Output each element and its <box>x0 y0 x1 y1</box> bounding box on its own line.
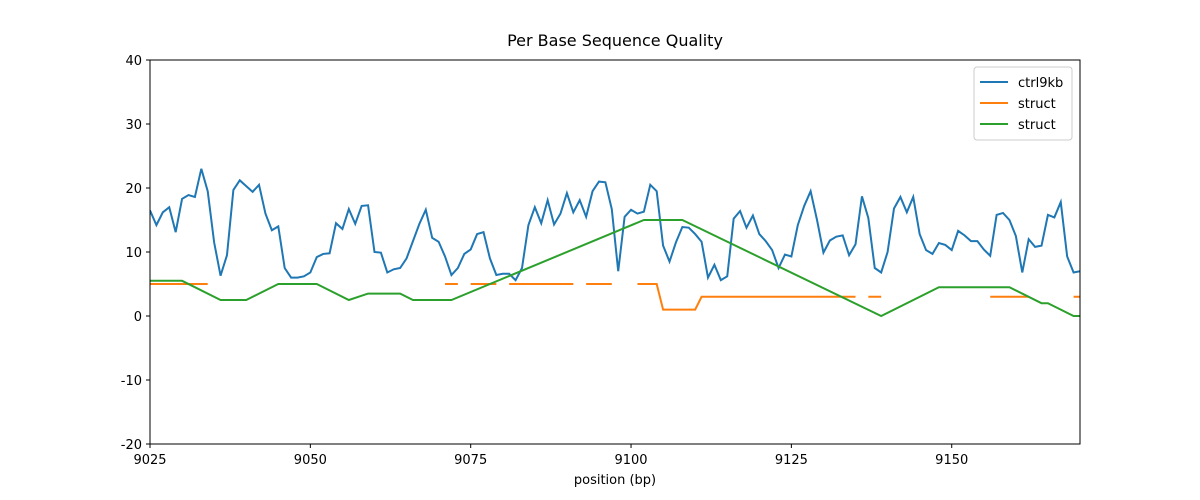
plot-frame <box>149 59 1081 445</box>
legend-box <box>973 66 1073 141</box>
y-tick-label: -10 <box>121 374 142 389</box>
series-line <box>150 219 1080 318</box>
chart-title: Per Base Sequence Quality <box>507 31 723 50</box>
legend-label: ctrl9kb <box>1018 76 1063 91</box>
series-line <box>150 283 1080 311</box>
y-tick-label: -20 <box>121 438 142 453</box>
y-tick-label: 20 <box>125 182 142 197</box>
y-tick-label: 40 <box>125 54 142 69</box>
x-tick-label: 9050 <box>294 453 327 468</box>
x-tick-label: 9075 <box>454 453 487 468</box>
legend-label: struct <box>1018 97 1056 112</box>
x-tick-label: 9025 <box>133 453 166 468</box>
y-tick-label: 10 <box>125 246 142 261</box>
x-tick-label: 9125 <box>775 453 808 468</box>
y-tick-label: 30 <box>125 118 142 133</box>
x-axis-label: position (bp) <box>574 473 656 488</box>
x-tick-label: 9150 <box>935 453 968 468</box>
legend-label: struct <box>1018 118 1056 133</box>
y-tick-label: 0 <box>134 310 142 325</box>
x-tick-label: 9100 <box>614 453 647 468</box>
series-line <box>150 168 1080 282</box>
